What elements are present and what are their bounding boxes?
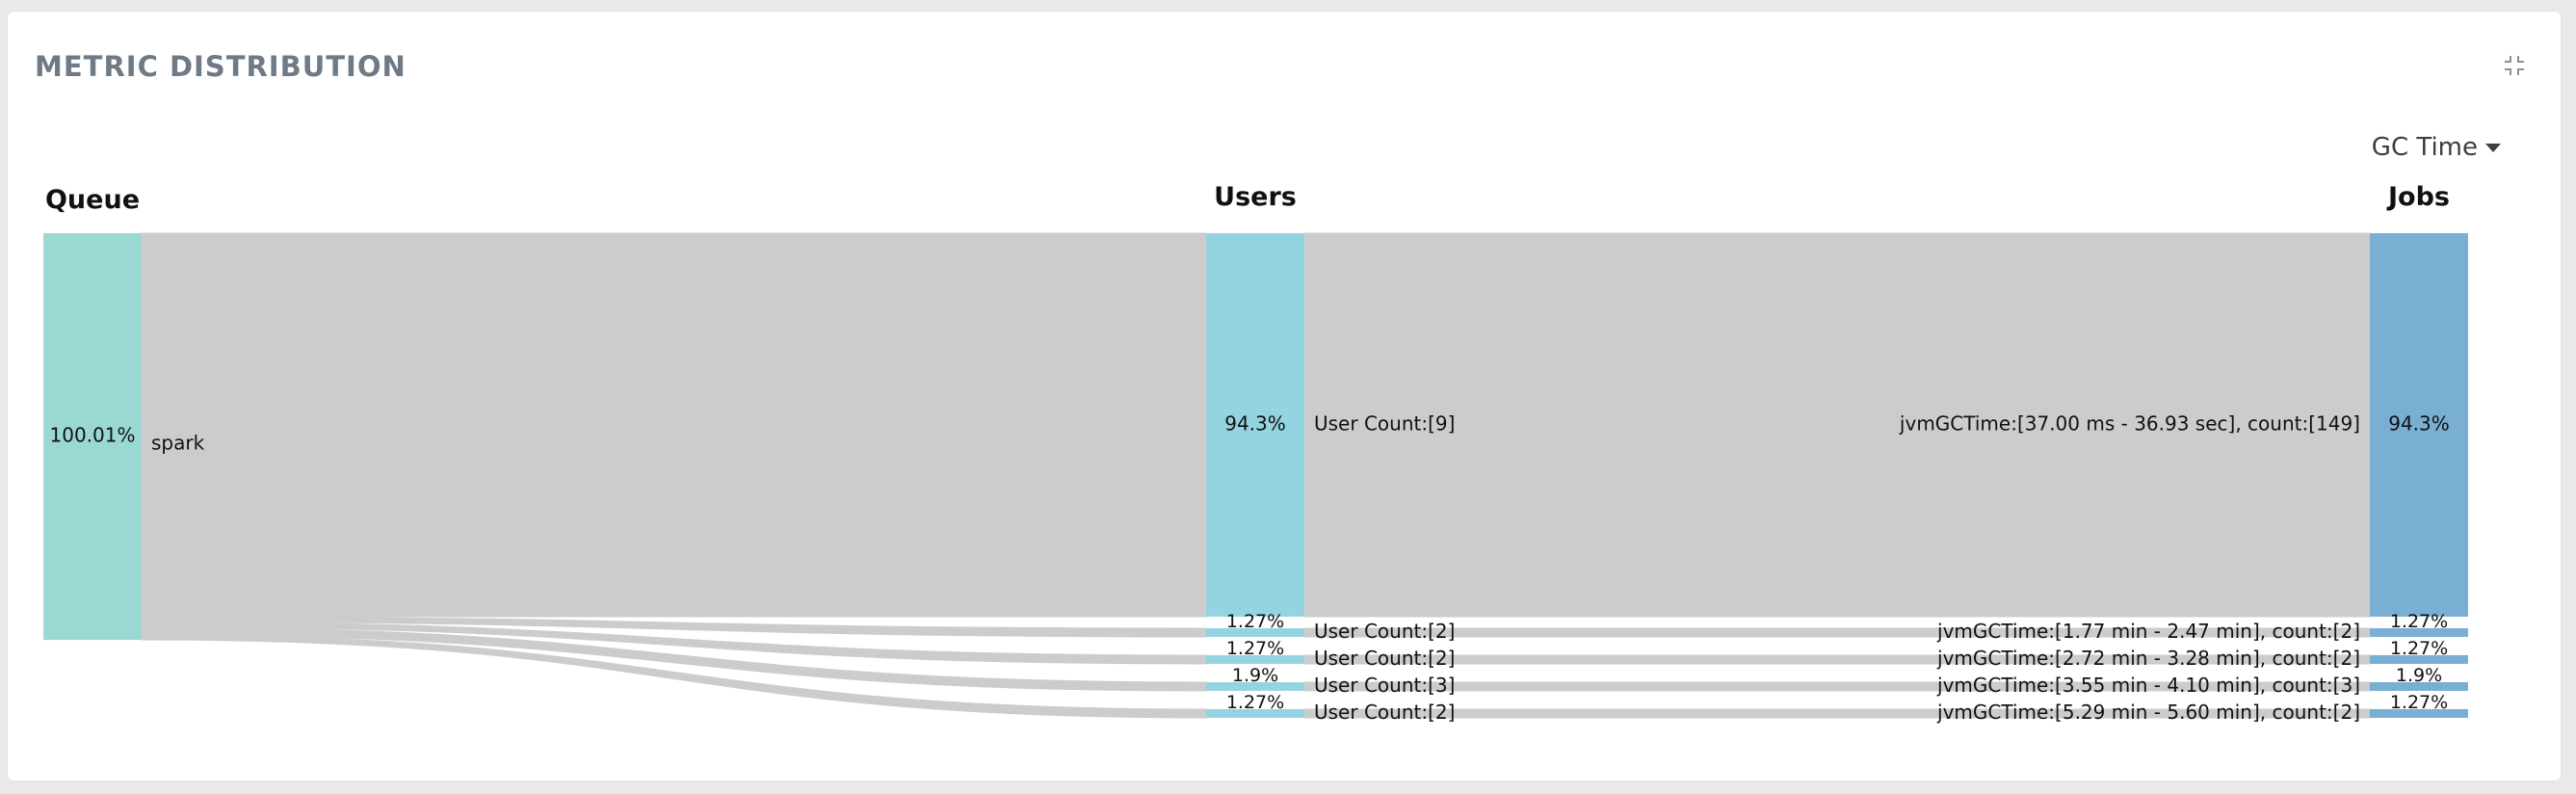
node-name-label: jvmGCTime:[2.72 min - 3.28 min], count:[… (1936, 647, 2360, 670)
node-value-label: 94.3% (1224, 411, 1286, 435)
node-users-4[interactable] (1206, 681, 1304, 691)
collapse-icon[interactable] (2501, 52, 2528, 79)
link-queue-spark-users-5[interactable] (141, 634, 1207, 719)
node-value-label: 1.27% (2390, 692, 2448, 713)
node-value-label: 94.3% (2388, 411, 2450, 435)
column-header-jobs: Jobs (2386, 182, 2450, 212)
node-jobs-2[interactable] (2370, 627, 2468, 637)
node-value-label: 100.01% (50, 424, 136, 447)
node-queue-spark[interactable] (43, 233, 142, 641)
node-jobs-4[interactable] (2370, 681, 2468, 691)
node-jobs-5[interactable] (2370, 708, 2468, 718)
node-name-label: spark (151, 432, 205, 455)
node-value-label: 1.27% (1226, 638, 1284, 659)
node-users-3[interactable] (1206, 654, 1304, 664)
node-value-label: 1.27% (2390, 638, 2448, 659)
metric-selector-value: GC Time (2371, 133, 2478, 162)
node-name-label: jvmGCTime:[3.55 min - 4.10 min], count:[… (1936, 674, 2360, 697)
node-users-2[interactable] (1206, 627, 1304, 637)
link-queue-spark-users-1[interactable] (141, 232, 1207, 618)
node-name-label: User Count:[2] (1314, 620, 1455, 643)
node-value-label: 1.27% (1226, 611, 1284, 632)
card-title: METRIC DISTRIBUTION (35, 50, 407, 83)
node-name-label: jvmGCTime:[1.77 min - 2.47 min], count:[… (1936, 620, 2360, 643)
nodes: 100.01% spark 94.3% User Count:[9] 1.27% User… (43, 233, 2468, 724)
metric-selector[interactable]: GC Time (2372, 133, 2501, 162)
node-name-label: User Count:[9] (1314, 411, 1455, 435)
node-name-label: User Count:[3] (1314, 674, 1455, 697)
node-value-label: 1.27% (1226, 692, 1284, 713)
node-jobs-1[interactable] (2370, 233, 2468, 617)
links (141, 232, 2371, 719)
column-header-queue: Queue (45, 185, 140, 215)
node-value-label: 1.9% (2396, 665, 2442, 686)
node-users-5[interactable] (1206, 708, 1304, 718)
caret-down-icon (2485, 143, 2501, 152)
column-header-users: Users (1214, 182, 1297, 212)
node-users-1[interactable] (1206, 233, 1304, 617)
node-name-label: User Count:[2] (1314, 701, 1455, 724)
node-name-label: jvmGCTime:[5.29 min - 5.60 min], count:[… (1936, 701, 2360, 724)
node-name-label: User Count:[2] (1314, 647, 1455, 670)
node-value-label: 1.9% (1232, 665, 1278, 686)
node-value-label: 1.27% (2390, 611, 2448, 632)
node-name-label: jvmGCTime:[37.00 ms - 36.93 sec], count:… (1899, 411, 2360, 435)
node-jobs-3[interactable] (2370, 654, 2468, 664)
